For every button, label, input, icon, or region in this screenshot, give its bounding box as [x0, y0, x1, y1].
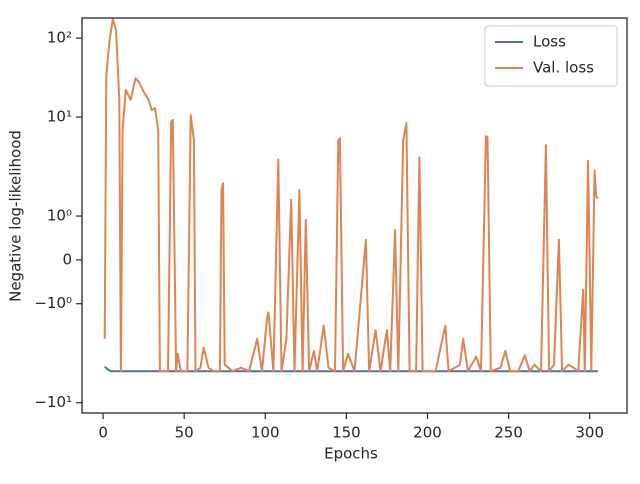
legend: Loss Val. loss: [484, 25, 618, 87]
x-tick-label: 150: [332, 424, 361, 442]
legend-label: Loss: [533, 33, 566, 51]
x-tick-label: 300: [575, 424, 604, 442]
y-tick-label: −10¹: [34, 393, 72, 411]
x-tick-label: 200: [413, 424, 442, 442]
x-axis-label: Epochs: [324, 445, 378, 463]
x-tick-label: 100: [251, 424, 280, 442]
y-tick-label: 10¹: [47, 108, 72, 126]
y-tick-label: 10⁰: [47, 207, 72, 225]
series-line: [104, 365, 598, 373]
y-axis-label: Negative log-likelihood: [7, 130, 25, 302]
x-tick-label: 250: [494, 424, 523, 442]
y-tick-label: 0: [62, 250, 72, 268]
x-tick-label: 0: [98, 424, 108, 442]
plot-frame: [81, 17, 628, 414]
y-tick-label: 10²: [47, 29, 72, 47]
legend-label: Val. loss: [533, 59, 594, 77]
series-line: [103, 18, 599, 373]
y-tick-label: −10⁰: [34, 294, 72, 312]
x-tick-label: 50: [175, 424, 194, 442]
